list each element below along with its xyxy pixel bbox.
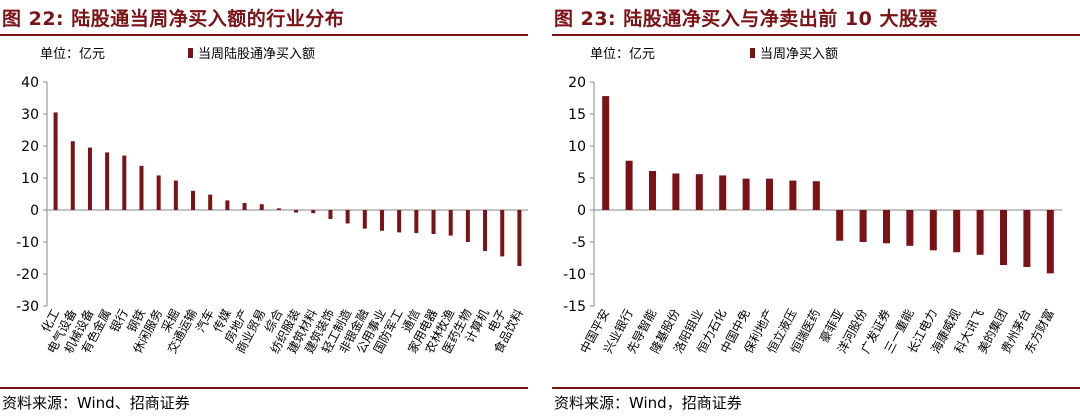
left-bar — [431, 210, 436, 234]
right-bar — [602, 96, 610, 210]
right-title-rule — [552, 34, 1080, 36]
right-bar — [742, 178, 750, 210]
right-bar — [859, 210, 867, 242]
left-bar — [448, 210, 453, 236]
right-bar — [766, 178, 773, 210]
left-bar — [259, 204, 264, 210]
left-y-tick-label: 30 — [21, 107, 39, 123]
right-y-tick-label: 0 — [577, 203, 586, 219]
right-y-tick-label: 20 — [568, 75, 586, 91]
left-source-rule — [0, 387, 528, 389]
left-bar — [156, 175, 161, 210]
left-legend-marker — [188, 48, 193, 58]
right-bar — [1046, 210, 1054, 274]
right-source-rule — [552, 387, 1080, 389]
left-bar — [328, 210, 333, 219]
right-bar — [649, 170, 656, 210]
left-y-tick-label: 10 — [21, 171, 39, 187]
right-y-tick-label: -15 — [563, 299, 586, 315]
left-chart-title: 图 22: 陆股通当周净买入额的行业分布 — [2, 8, 345, 30]
right-chart-title: 图 23: 陆股通净买入与净卖出前 10 大股票 — [554, 8, 938, 30]
left-y-tick-label: 20 — [21, 139, 39, 155]
left-y-tick-label: -10 — [16, 235, 39, 251]
left-y-tick-label: 40 — [21, 75, 39, 91]
right-bar — [953, 210, 961, 253]
right-y-tick-label: 10 — [568, 139, 586, 155]
left-bar — [294, 210, 299, 213]
left-bar — [139, 165, 144, 210]
left-bar — [70, 141, 75, 210]
left-bar — [276, 208, 281, 210]
left-bar — [345, 210, 350, 224]
left-y-tick-label: -30 — [16, 299, 39, 315]
left-unit-label: 单位：亿元 — [40, 47, 105, 62]
right-y-tick-label: 5 — [577, 171, 586, 187]
left-title-rule — [0, 34, 528, 36]
right-bar — [976, 210, 984, 255]
left-bar — [105, 152, 110, 210]
left-source-note: 资料来源：Wind、招商证券 — [2, 394, 190, 412]
left-bar — [225, 200, 230, 210]
right-bar — [1000, 210, 1007, 266]
right-y-tick-label: -10 — [563, 267, 586, 283]
left-bar — [379, 210, 384, 231]
right-y-tick-label: -5 — [572, 235, 586, 251]
left-bar — [414, 210, 419, 234]
left-bar — [122, 155, 127, 210]
left-bar — [483, 210, 488, 251]
right-bar — [1023, 210, 1031, 267]
left-bar — [500, 210, 505, 257]
right-bar — [625, 160, 633, 210]
right-source-note: 资料来源：Wind，招商证券 — [554, 394, 742, 412]
left-bar — [191, 190, 196, 210]
right-bar — [812, 181, 820, 210]
left-y-tick-label: -20 — [16, 267, 39, 283]
left-bar — [517, 210, 522, 266]
left-chart-panel: 图 22: 陆股通当周净买入额的行业分布 单位：亿元 当周陆股通净买入额 40 30 2… — [0, 0, 528, 416]
left-bar — [53, 112, 58, 210]
left-bar — [87, 147, 92, 210]
right-y-tick-label: 15 — [568, 107, 586, 123]
right-bar — [883, 210, 890, 244]
right-bar-chart: 单位：亿元 当周净买入额20151050-5-10-15中国平安兴业银行先导智能隆… — [563, 47, 1062, 356]
left-bar — [397, 210, 402, 233]
right-legend-marker — [750, 48, 755, 58]
left-legend-label: 当周陆股通净买入额 — [198, 46, 315, 62]
right-bar — [695, 174, 703, 210]
left-bar — [173, 180, 178, 210]
right-legend-label: 当周净买入额 — [760, 47, 838, 62]
left-bar — [362, 210, 367, 229]
left-bar — [242, 202, 247, 210]
right-chart-panel: 图 23: 陆股通净买入与净卖出前 10 大股票 单位：亿元 当周净买入额 20 15… — [552, 0, 1080, 416]
right-bar — [906, 210, 914, 246]
right-bar — [672, 173, 680, 210]
left-y-tick-label: 0 — [30, 203, 39, 219]
right-bar — [789, 180, 797, 210]
left-bar — [465, 210, 470, 242]
right-bar — [836, 210, 844, 241]
right-bar — [929, 210, 937, 251]
left-bar — [208, 194, 213, 210]
right-unit-label: 单位：亿元 — [590, 47, 655, 62]
left-bar — [311, 210, 316, 214]
right-bar — [719, 175, 727, 210]
